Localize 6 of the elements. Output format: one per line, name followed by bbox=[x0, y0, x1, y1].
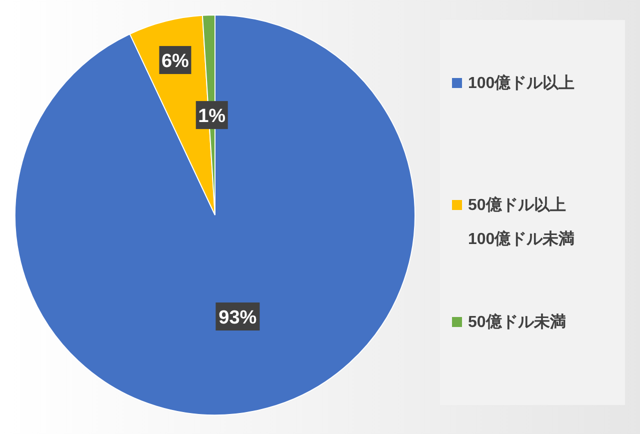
data-label: 6% bbox=[161, 51, 190, 72]
data-label: 93% bbox=[218, 307, 257, 328]
legend-label: 50億ドル以上 100億ドル未満 bbox=[468, 196, 575, 248]
data-label: 1% bbox=[198, 106, 226, 128]
legend-label: 50億ドル未満 bbox=[468, 313, 566, 331]
slice-label: 100億ドル以上 bbox=[468, 74, 575, 92]
